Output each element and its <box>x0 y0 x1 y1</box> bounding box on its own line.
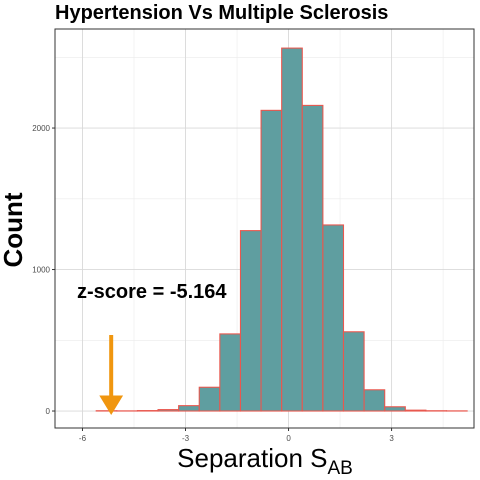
histogram-bar <box>260 109 283 412</box>
x-axis-label: Separation SAB <box>177 443 353 479</box>
histogram-bar <box>239 230 262 412</box>
x-axis-label-subscript: AB <box>327 458 352 479</box>
annotations: z-score = -5.164 <box>77 281 227 415</box>
histogram-bar <box>363 389 386 412</box>
y-axis-label: Count <box>0 192 28 267</box>
histogram-bar <box>384 406 406 412</box>
z-score-arrow-head <box>99 395 124 415</box>
histogram-bar <box>342 331 365 412</box>
y-tick-label: 0 <box>46 407 51 416</box>
z-score-annotation: z-score = -5.164 <box>77 281 227 303</box>
x-tick-label: -6 <box>79 434 87 443</box>
histogram-bar <box>198 386 221 412</box>
x-tick-label: 0 <box>286 434 291 443</box>
histogram-bar <box>219 333 242 412</box>
histogram-bars <box>95 47 468 412</box>
histogram-bar <box>178 405 200 412</box>
histogram-bar <box>301 104 324 412</box>
x-tick-label: 3 <box>389 434 394 443</box>
histogram-bar <box>322 224 345 412</box>
chart-title: Hypertension Vs Multiple Sclerosis <box>55 2 388 24</box>
y-tick-label: 1000 <box>32 266 50 275</box>
x-tick-label: -3 <box>182 434 190 443</box>
histogram-bar <box>404 409 427 412</box>
histogram-bar <box>281 47 303 412</box>
panel-border <box>54 28 475 429</box>
y-tick-label: 2000 <box>32 124 50 133</box>
axes: -6 -3 0 3 0 1000 2000 <box>32 28 475 443</box>
x-axis-label-main: Separation S <box>177 443 327 473</box>
histogram-bar <box>157 409 180 412</box>
